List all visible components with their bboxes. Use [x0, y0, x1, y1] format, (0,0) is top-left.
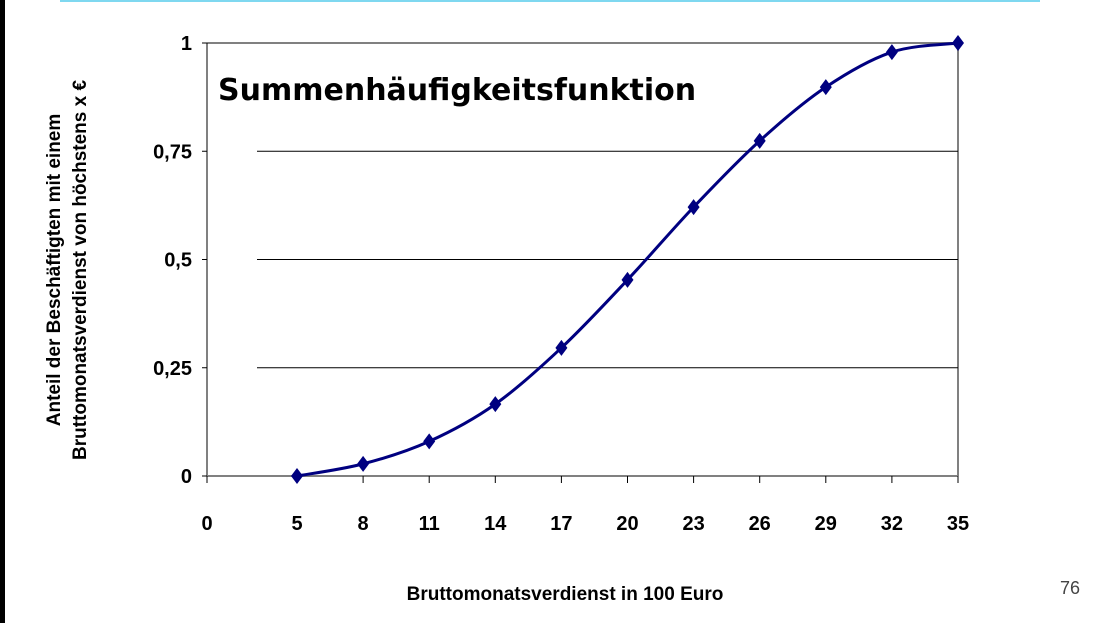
data-point-marker: [291, 468, 303, 484]
x-axis-label: Bruttomonatsverdienst in 100 Euro: [407, 584, 724, 605]
x-tick-label: 0: [201, 513, 212, 535]
x-tick-label: 17: [550, 513, 572, 535]
x-tick-label: 5: [291, 513, 302, 535]
y-tick-label: 0,75: [153, 141, 192, 163]
page-number: 76: [1060, 578, 1081, 598]
x-tick-label: 26: [749, 513, 771, 535]
y-axis-label-line-2: Bruttomonatsverdienst von höchstens x €: [70, 80, 91, 461]
x-tick-label: 8: [358, 513, 369, 535]
x-tick-label: 23: [682, 513, 704, 535]
x-tick-label: 14: [484, 513, 507, 535]
slide-top-rule: [60, 0, 1040, 2]
y-tick-label: 0,25: [153, 358, 192, 380]
x-tick-label: 11: [419, 513, 440, 535]
data-point-marker: [555, 339, 568, 356]
chart-title: Summenhäufigkeitsfunktion: [218, 73, 696, 108]
data-point-marker: [819, 79, 832, 96]
y-axis-label-line-1: Anteil der Beschäftigten mit einem: [44, 114, 65, 427]
y-tick-label: 0,5: [164, 250, 192, 272]
data-point-marker: [952, 35, 964, 51]
y-tick-label: 1: [181, 33, 192, 55]
data-point-marker: [621, 271, 634, 288]
data-point-marker: [687, 199, 700, 216]
data-point-marker: [489, 396, 502, 413]
x-tick-label: 32: [881, 513, 903, 535]
data-point-marker: [885, 44, 898, 61]
x-tick-label: 20: [616, 513, 638, 535]
data-point-marker: [753, 132, 766, 149]
data-point-marker: [423, 433, 436, 450]
data-point-marker: [357, 455, 370, 472]
x-tick-label: 35: [947, 513, 969, 535]
slide-left-border: [0, 0, 5, 623]
x-tick-label: 29: [815, 513, 837, 535]
y-tick-label: 0: [181, 466, 192, 488]
